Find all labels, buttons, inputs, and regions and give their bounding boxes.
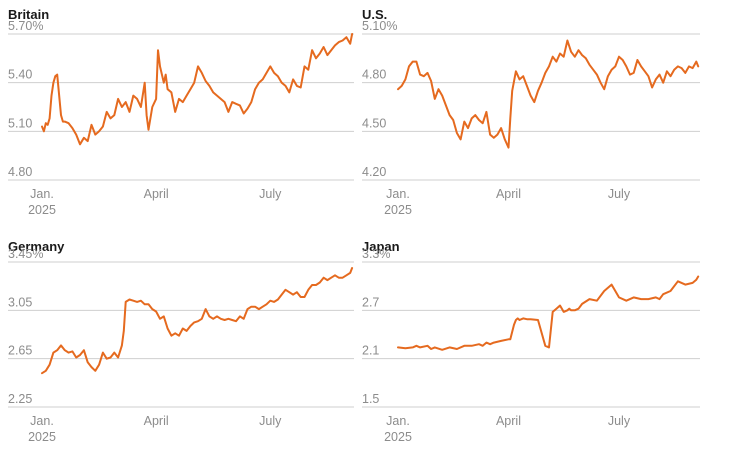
x-tick-label: Jan. <box>386 414 410 428</box>
y-tick-label: 2.7 <box>362 295 379 309</box>
y-tick-label: 2.1 <box>362 344 379 358</box>
x-tick-label: April <box>144 414 169 428</box>
x-tick-label: July <box>608 187 631 201</box>
chart-title: U.S. <box>362 7 387 22</box>
x-tick-label: July <box>259 187 282 201</box>
y-tick-label: 3.05 <box>8 295 32 309</box>
y-tick-label: 4.20 <box>362 165 386 179</box>
chart-title: Germany <box>8 239 65 254</box>
y-tick-label: 5.10 <box>8 116 32 130</box>
x-tick-label: April <box>144 187 169 201</box>
x-tick-label: July <box>259 414 282 428</box>
chart-title: Japan <box>362 239 400 254</box>
series-line <box>397 275 700 351</box>
y-tick-label: 5.70% <box>8 19 43 33</box>
x-tick-sublabel: 2025 <box>28 430 56 444</box>
y-tick-label: 5.40 <box>8 68 32 82</box>
x-tick-label: Jan. <box>30 187 54 201</box>
x-tick-sublabel: 2025 <box>384 430 412 444</box>
y-tick-label: 4.50 <box>362 116 386 130</box>
x-tick-label: Jan. <box>30 414 54 428</box>
y-tick-label: 4.80 <box>8 165 32 179</box>
y-tick-label: 2.25 <box>8 392 32 406</box>
series-line <box>41 267 354 375</box>
x-tick-sublabel: 2025 <box>384 203 412 217</box>
series-line <box>41 33 354 146</box>
chart-title: Britain <box>8 7 49 22</box>
x-tick-label: April <box>496 187 521 201</box>
y-tick-label: 2.65 <box>8 344 32 358</box>
x-tick-label: April <box>496 414 521 428</box>
y-tick-label: 5.10% <box>362 19 397 33</box>
y-tick-label: 3.3% <box>362 247 391 261</box>
series-line <box>397 39 700 149</box>
y-tick-label: 4.80 <box>362 68 386 82</box>
y-tick-label: 1.5 <box>362 392 379 406</box>
x-tick-label: Jan. <box>386 187 410 201</box>
x-tick-sublabel: 2025 <box>28 203 56 217</box>
x-tick-label: July <box>608 414 631 428</box>
y-tick-label: 3.45% <box>8 247 43 261</box>
